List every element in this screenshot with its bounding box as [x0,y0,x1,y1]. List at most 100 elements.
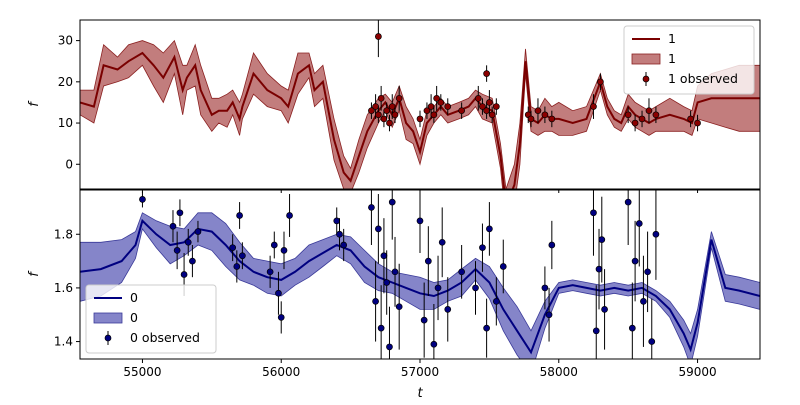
bottom-observed-point [486,225,493,233]
top-observed-point [694,119,701,127]
bottom-observed-point [236,212,243,219]
bottom-observed-point [340,241,348,249]
bottom-observed-point [229,244,237,252]
bottom-observed-point [266,268,274,276]
top-observed-point [375,111,382,119]
top-observed-point [386,119,393,127]
bottom-xtick-label: 56000 [262,365,300,379]
top-observed-point [483,70,490,77]
bottom-observed-point [601,306,608,313]
top-observed-point [645,107,653,115]
bottom-observed-point [541,284,549,292]
top-ylabel: f [27,100,42,107]
bottom-observed-point [372,297,379,305]
bottom-observed-point [628,324,636,332]
top-observed-point [474,94,482,102]
top-observed-point [527,115,535,123]
bottom-legend-label: 0 observed [130,330,200,345]
bottom-observed-point [590,209,597,217]
top-observed-point [492,103,500,110]
bottom-observed-point [277,314,285,321]
bottom-observed-point [444,306,452,313]
bottom-legend-point-swatch [104,334,112,342]
bottom-observed-point [395,303,403,311]
top-legend-label: 1 [668,31,676,46]
bottom-observed-point [420,316,428,324]
bottom-observed-point [280,247,288,254]
top-observed-point [458,107,465,115]
bottom-observed-point [383,279,391,286]
bottom-observed-point [479,244,486,252]
top-observed-point [541,111,549,119]
bottom-observed-point [430,340,438,348]
bottom-observed-point [434,284,442,292]
top-observed-point [444,103,452,110]
bottom-observed-point [173,247,181,254]
bottom-observed-point [545,311,553,319]
top-model-line [80,51,760,189]
top-observed-point [433,94,441,102]
top-observed-point [372,103,379,110]
top-observed-point [368,107,375,115]
bottom-observed-point [492,297,500,305]
top-observed-point [388,103,396,110]
bottom-observed-point [635,220,643,227]
bottom-observed-point [270,241,278,249]
bottom-xtick-label: 59000 [678,365,716,379]
top-observed-point [416,115,424,123]
bottom-legend-band-swatch [93,312,123,324]
top-observed-point [548,115,556,123]
bottom-observed-point [239,252,246,260]
bottom-observed-point [380,252,388,260]
bottom-observed-point [598,236,606,243]
top-observed-point [631,119,639,127]
bottom-observed-point [631,257,639,265]
bottom-legend-box [85,284,217,354]
top-legend-label: 1 [668,51,676,66]
bottom-observed-point [458,268,465,276]
bottom-ylabel: f [27,270,42,277]
top-ytick-label: 10 [58,116,73,130]
top-observed-point [375,33,382,40]
bottom-observed-point [648,338,656,345]
bottom-ytick-label: 1.6 [54,281,73,295]
bottom-legend-label: 0 [130,290,138,305]
bottom-xtick-label: 55000 [123,365,161,379]
top-observed-point [380,115,388,123]
bottom-ytick-label: 1.4 [54,335,73,349]
bottom-observed-point [652,230,660,238]
top-observed-point [437,99,445,106]
bottom-xlabel: t [417,386,423,400]
bottom-observed-point [194,228,202,235]
top-ytick-label: 30 [58,34,73,48]
top-legend: 1 1 1 observed [623,25,755,95]
bottom-observed-point [333,217,341,225]
bottom-observed-point [180,271,188,278]
bottom-observed-point [472,284,479,292]
bottom-observed-point [275,289,282,297]
bottom-observed-point [377,324,385,332]
bottom-xtick-label: 57000 [401,365,439,379]
top-observed-point [427,103,435,110]
top-observed-point [395,94,403,102]
top-observed-point [486,99,493,106]
top-observed-point [423,107,431,115]
bottom-observed-point [624,198,632,206]
bottom-observed-point [595,265,603,273]
bottom-ytick-label: 1.8 [54,227,73,241]
top-observed-point [479,103,486,110]
top-uncertainty-band [80,39,760,189]
top-observed-point [652,111,660,119]
bottom-observed-point [483,324,490,332]
top-observed-point [624,111,632,119]
top-legend-label: 1 observed [668,71,738,86]
top-ytick-label: 0 [65,157,73,171]
bottom-observed-point [139,196,146,203]
bottom-legend-label: 0 [130,310,138,325]
bottom-observed-point [169,222,177,230]
bottom-xtick-label: 58000 [540,365,578,379]
bottom-observed-point [644,268,651,276]
bottom-observed-point [286,212,293,219]
top-ytick-label: 20 [58,75,73,89]
top-observed-point [488,111,496,119]
